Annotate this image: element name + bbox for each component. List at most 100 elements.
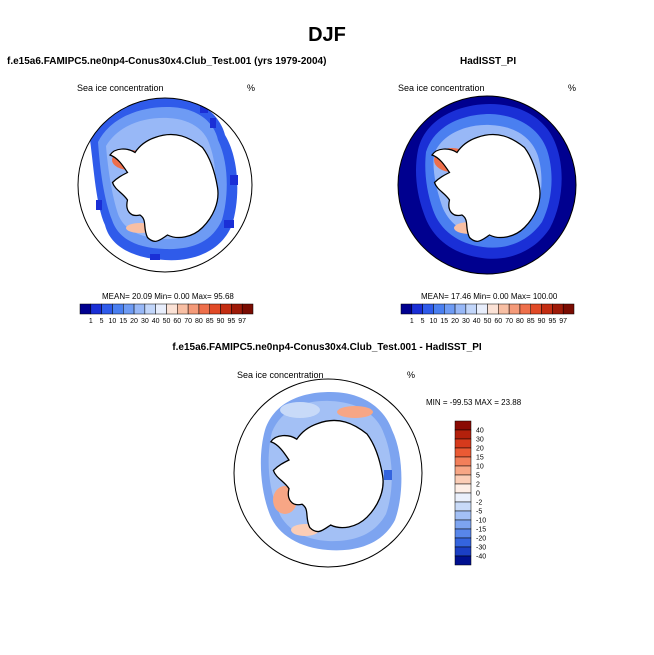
colorbar-diff-swatch	[454, 429, 472, 440]
colorbar-obs-tick-label: 80	[516, 318, 524, 325]
colorbar-obs-swatch	[422, 303, 434, 315]
colorbar-obs-tick-label: 95	[548, 318, 556, 325]
colorbar-diff-swatch	[454, 420, 472, 431]
colorbar-model-swatch	[220, 303, 232, 315]
colorbar-model-swatch	[155, 303, 167, 315]
colorbar-diff-swatch	[454, 519, 472, 530]
colorbar-model-tick-label: 70	[184, 318, 192, 325]
colorbar-obs-swatch	[541, 303, 553, 315]
colorbar-model-swatch	[187, 303, 200, 315]
colorbar-model-tick-label: 85	[206, 318, 214, 325]
units-label-model: %	[247, 83, 256, 93]
map-diff	[233, 378, 423, 568]
colorbar-diff-tick-label: -10	[476, 518, 486, 525]
colorbar-model-swatch	[144, 303, 156, 315]
colorbar-model-tick-label: 10	[109, 318, 117, 325]
colorbar-obs-tick-label: 70	[505, 318, 513, 325]
colorbar-diff-tick-label: 0	[476, 491, 480, 498]
colorbar-diff-swatch	[454, 537, 472, 548]
colorbar-diff-swatch	[454, 501, 472, 512]
colorbar-obs-tick-label: 97	[559, 318, 567, 325]
colorbar-obs-tick-label: 85	[527, 318, 535, 325]
colorbar-model-tick-label: 50	[163, 318, 171, 325]
colorbar-obs-tick-label: 30	[462, 318, 470, 325]
colorbar-obs-swatch	[552, 303, 564, 315]
colorbar-diff-tick-label: -30	[476, 545, 486, 552]
colorbar-model-swatch	[209, 303, 221, 315]
colorbar-model-tick-label: 30	[141, 318, 149, 325]
colorbar-model-swatch	[79, 303, 92, 315]
variable-label-model: Sea ice concentration	[77, 83, 164, 93]
colorbar-diff-tick-label: 10	[476, 464, 484, 471]
colorbar-obs-swatch	[433, 303, 445, 315]
colorbar-model-tick-label: 15	[119, 318, 127, 325]
colorbar-diff-tick-label: 15	[476, 455, 484, 462]
colorbar-diff-swatch	[454, 474, 472, 485]
colorbar-model-swatch	[90, 303, 102, 315]
colorbar-obs-swatch	[530, 303, 542, 315]
colorbar-model-tick-label: 80	[195, 318, 203, 325]
colorbar-model: 1 5 10 15 20 30 40 50 60 70 80 85 90 95 97	[79, 303, 254, 325]
colorbar-obs-swatch	[519, 303, 531, 315]
colorbar-model-tick-label: 97	[238, 318, 246, 325]
colorbar-diff-swatch	[454, 465, 472, 476]
colorbar-obs-tick-label: 1	[410, 318, 414, 325]
colorbar-obs-tick-label: 10	[430, 318, 438, 325]
colorbar-obs-tick-label: 20	[451, 318, 459, 325]
map-model	[77, 97, 253, 273]
colorbar-model-swatch	[166, 303, 178, 315]
colorbar-obs-tick-label: 60	[494, 318, 502, 325]
colorbar-diff-swatch	[454, 438, 472, 449]
stats-obs: MEAN= 17.46 Min= 0.00 Max= 100.00	[421, 292, 558, 301]
colorbar-diff-tick-label: -15	[476, 527, 486, 534]
main-title: DJF	[308, 24, 346, 46]
colorbar-diff-tick-label: 5	[476, 473, 480, 480]
colorbar-diff-swatch	[454, 510, 472, 521]
colorbar-diff-tick-label: 2	[476, 482, 480, 489]
colorbar-model-tick-label: 5	[100, 318, 104, 325]
colorbar-obs-swatch	[498, 303, 510, 315]
colorbar-obs-swatch	[465, 303, 477, 315]
colorbar-obs-tick-label: 90	[538, 318, 546, 325]
colorbar-obs-tick-label: 15	[440, 318, 448, 325]
colorbar-obs-swatch	[400, 303, 413, 315]
colorbar-model-swatch	[231, 303, 243, 315]
colorbar-obs-swatch	[411, 303, 423, 315]
colorbar-model-swatch	[177, 303, 189, 315]
panel-title-diff: f.e15a6.FAMIPC5.ne0np4-Conus30x4.Club_Te…	[172, 342, 482, 353]
colorbar-obs-tick-label: 5	[421, 318, 425, 325]
units-label-diff: %	[407, 370, 416, 380]
colorbar-model-tick-label: 20	[130, 318, 138, 325]
colorbar-obs-swatch	[476, 303, 488, 315]
colorbar-diff-swatch	[454, 546, 472, 557]
colorbar-diff-tick-label: 30	[476, 437, 484, 444]
stats-model: MEAN= 20.09 Min= 0.00 Max= 95.68	[102, 292, 234, 301]
colorbar-diff-swatch	[454, 483, 472, 494]
colorbar-model-swatch	[101, 303, 113, 315]
colorbar-diff-swatch	[454, 528, 472, 539]
colorbar-obs-tick-label: 50	[484, 318, 492, 325]
colorbar-model-tick-label: 90	[217, 318, 225, 325]
variable-label-diff: Sea ice concentration	[237, 370, 324, 380]
stats-diff: MIN = -99.53 MAX = 23.88	[426, 398, 522, 407]
colorbar-model-swatch	[123, 303, 135, 315]
colorbar-diff-tick-label: -20	[476, 536, 486, 543]
colorbar-model-tick-label: 60	[173, 318, 181, 325]
colorbar-diff-tick-label: -40	[476, 554, 486, 561]
colorbar-model-swatch	[241, 303, 254, 315]
colorbar-model-swatch	[112, 303, 124, 315]
colorbar-diff-swatch	[454, 456, 472, 467]
map-obs	[397, 95, 577, 275]
colorbar-obs-swatch	[444, 303, 456, 315]
colorbar-model-tick-label: 1	[89, 318, 93, 325]
colorbar-diff-swatch	[454, 555, 472, 566]
colorbar-obs-swatch	[487, 303, 499, 315]
colorbar-model-swatch	[198, 303, 210, 315]
colorbar-model-tick-label: 40	[152, 318, 160, 325]
colorbar-diff-tick-label: 40	[476, 428, 484, 435]
colorbar-obs: 1 5 10 15 20 30 40 50 60 70 80 85 90 95 97	[400, 303, 575, 325]
units-label-obs: %	[568, 83, 577, 93]
colorbar-diff-tick-label: 20	[476, 446, 484, 453]
